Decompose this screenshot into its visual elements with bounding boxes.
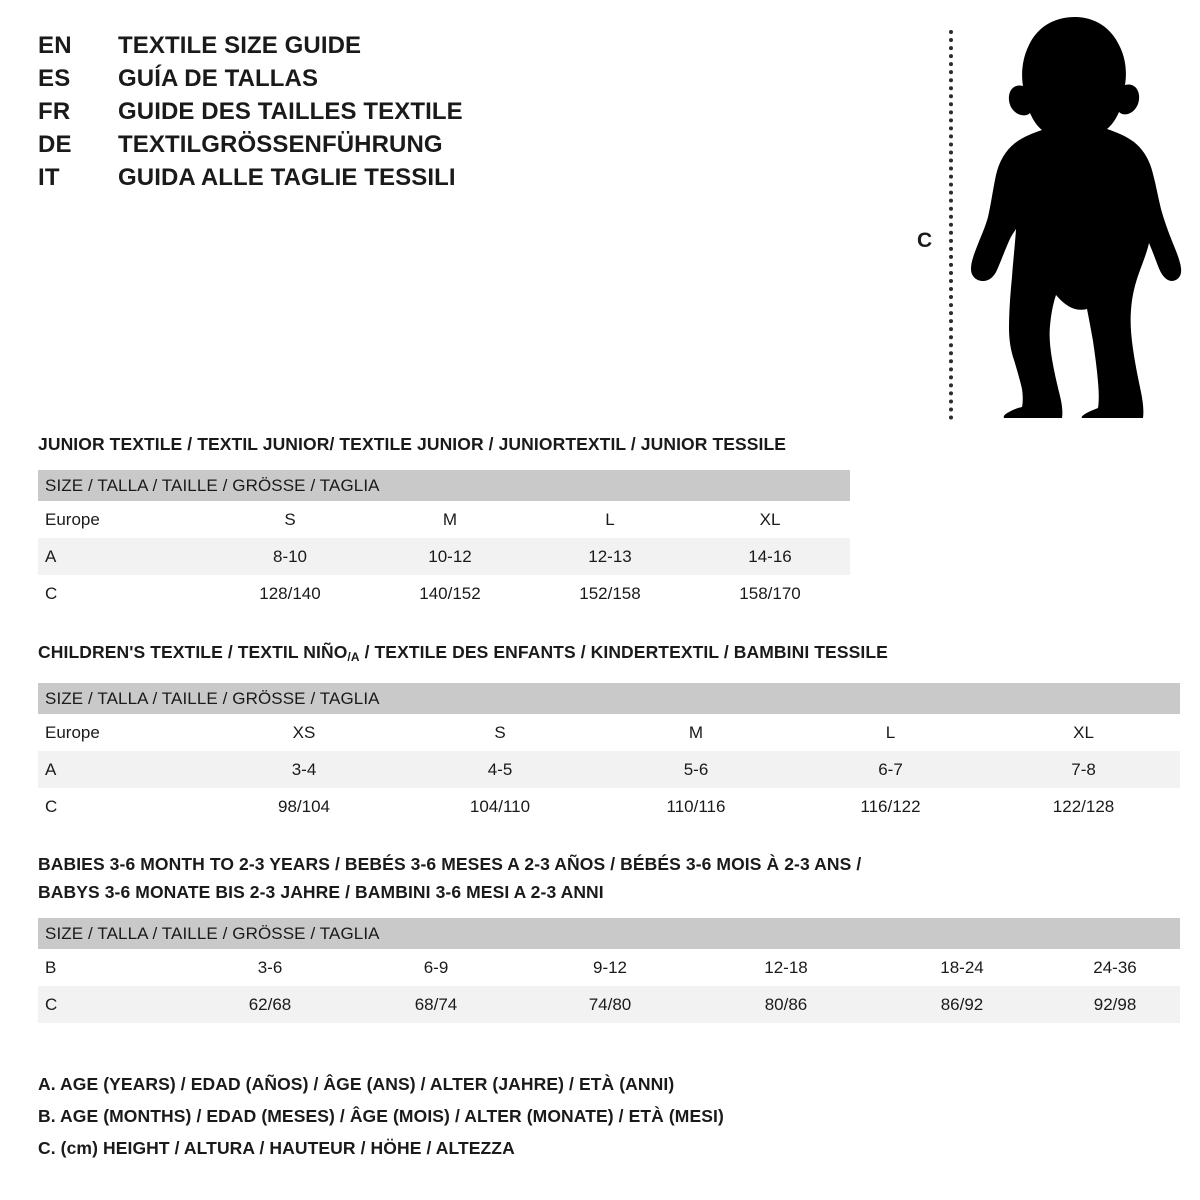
table-cell: 7-8	[987, 751, 1181, 788]
table-cell: 4-5	[402, 751, 598, 788]
table-cell: XS	[206, 714, 402, 751]
table-cell: 12-18	[698, 949, 874, 986]
table-cell: 122/128	[987, 788, 1181, 825]
language-title: TEXTILE SIZE GUIDE	[118, 32, 362, 59]
children-size-table: SIZE / TALLA / TAILLE / GRÖSSE / TAGLIA …	[38, 683, 1181, 825]
table-cell: 6-7	[794, 751, 987, 788]
children-title-pre: CHILDREN'S TEXTILE / TEXTIL NIÑO	[38, 642, 348, 662]
table-cell: 110/116	[598, 788, 794, 825]
table-cell: 24-36	[1050, 949, 1181, 986]
babies-band-label: SIZE / TALLA / TAILLE / GRÖSSE / TAGLIA	[38, 918, 1181, 949]
children-textile-section: CHILDREN'S TEXTILE / TEXTIL NIÑO/A / TEX…	[38, 638, 1181, 825]
table-cell: 158/170	[690, 575, 851, 612]
table-row: C 128/140 140/152 152/158 158/170	[38, 575, 851, 612]
table-cell: L	[794, 714, 987, 751]
row-label: A	[38, 751, 206, 788]
legend-row-c: C. (cm) HEIGHT / ALTURA / HAUTEUR / HÖHE…	[38, 1138, 515, 1158]
table-cell: 80/86	[698, 986, 874, 1023]
language-row-fr: FR GUIDE DES TAILLES TEXTILE	[38, 98, 558, 131]
row-label: Europe	[38, 501, 210, 538]
height-dotted-line	[949, 30, 953, 420]
language-row-it: IT GUIDA ALLE TAGLIE TESSILI	[38, 164, 558, 197]
table-cell: 104/110	[402, 788, 598, 825]
table-band-row: SIZE / TALLA / TAILLE / GRÖSSE / TAGLIA	[38, 470, 851, 501]
table-row: Europe XS S M L XL	[38, 714, 1181, 751]
language-title: GUIDE DES TAILLES TEXTILE	[118, 98, 463, 125]
table-cell: 140/152	[370, 575, 530, 612]
table-row: C 62/68 68/74 74/80 80/86 86/92 92/98	[38, 986, 1181, 1023]
table-cell: 8-10	[210, 538, 370, 575]
babies-section-title-line1: BABIES 3-6 MONTH TO 2-3 YEARS / BEBÉS 3-…	[38, 854, 862, 874]
table-cell: 14-16	[690, 538, 851, 575]
language-code: ES	[38, 65, 71, 92]
language-header: EN TEXTILE SIZE GUIDE ES GUÍA DE TALLAS …	[38, 32, 558, 197]
language-row-de: DE TEXTILGRÖSSENFÜHRUNG	[38, 131, 558, 164]
junior-size-table: SIZE / TALLA / TAILLE / GRÖSSE / TAGLIA …	[38, 470, 851, 612]
row-label: A	[38, 538, 210, 575]
table-cell: 128/140	[210, 575, 370, 612]
language-row-es: ES GUÍA DE TALLAS	[38, 65, 558, 98]
table-cell: 9-12	[522, 949, 698, 986]
height-marker-label: C	[917, 229, 933, 252]
legend-row-b: B. AGE (MONTHS) / EDAD (MESES) / ÂGE (MO…	[38, 1106, 724, 1126]
table-cell: L	[530, 501, 690, 538]
children-section-title: CHILDREN'S TEXTILE / TEXTIL NIÑO/A / TEX…	[38, 638, 1180, 671]
junior-band-label: SIZE / TALLA / TAILLE / GRÖSSE / TAGLIA	[38, 470, 851, 501]
table-cell: 74/80	[522, 986, 698, 1023]
row-label: Europe	[38, 714, 206, 751]
table-cell: M	[598, 714, 794, 751]
table-row: A 8-10 10-12 12-13 14-16	[38, 538, 851, 575]
language-row-en: EN TEXTILE SIZE GUIDE	[38, 32, 558, 65]
table-cell: 152/158	[530, 575, 690, 612]
language-code: EN	[38, 32, 72, 59]
table-row: B 3-6 6-9 9-12 12-18 18-24 24-36	[38, 949, 1181, 986]
table-cell: 5-6	[598, 751, 794, 788]
junior-section-title: JUNIOR TEXTILE / TEXTIL JUNIOR/ TEXTILE …	[38, 434, 787, 454]
children-title-sub: /A	[347, 650, 360, 664]
babies-section-title-line2: BABYS 3-6 MONATE BIS 2-3 JAHRE / BAMBINI…	[38, 882, 604, 902]
language-code: IT	[38, 164, 60, 191]
row-label: C	[38, 575, 210, 612]
table-cell: 12-13	[530, 538, 690, 575]
table-cell: 98/104	[206, 788, 402, 825]
table-cell: 92/98	[1050, 986, 1181, 1023]
table-cell: 10-12	[370, 538, 530, 575]
table-row: C 98/104 104/110 110/116 116/122 122/128	[38, 788, 1181, 825]
table-row: Europe S M L XL	[38, 501, 851, 538]
table-cell: 3-4	[206, 751, 402, 788]
table-cell: XL	[690, 501, 851, 538]
table-row: A 3-4 4-5 5-6 6-7 7-8	[38, 751, 1181, 788]
language-code: DE	[38, 131, 72, 158]
children-band-label: SIZE / TALLA / TAILLE / GRÖSSE / TAGLIA	[38, 683, 1181, 714]
babies-size-table: SIZE / TALLA / TAILLE / GRÖSSE / TAGLIA …	[38, 918, 1181, 1023]
junior-textile-section: JUNIOR TEXTILE / TEXTIL JUNIOR/ TEXTILE …	[38, 430, 851, 612]
table-cell: 116/122	[794, 788, 987, 825]
language-code: FR	[38, 98, 71, 125]
height-measurement-figure: C	[905, 14, 1185, 420]
table-band-row: SIZE / TALLA / TAILLE / GRÖSSE / TAGLIA	[38, 683, 1181, 714]
language-title: GUÍA DE TALLAS	[118, 65, 319, 92]
table-cell: M	[370, 501, 530, 538]
language-title: GUIDA ALLE TAGLIE TESSILI	[118, 164, 456, 191]
table-cell: 18-24	[874, 949, 1050, 986]
table-cell: 62/68	[190, 986, 350, 1023]
babies-textile-section: BABIES 3-6 MONTH TO 2-3 YEARS / BEBÉS 3-…	[38, 850, 1181, 1023]
row-label: B	[38, 949, 190, 986]
language-title: TEXTILGRÖSSENFÜHRUNG	[118, 131, 443, 158]
legend-row-a: A. AGE (YEARS) / EDAD (AÑOS) / ÂGE (ANS)…	[38, 1074, 675, 1094]
child-silhouette-icon	[971, 17, 1182, 418]
row-label: C	[38, 986, 190, 1023]
table-cell: 6-9	[350, 949, 522, 986]
table-cell: 68/74	[350, 986, 522, 1023]
measurement-legend: A. AGE (YEARS) / EDAD (AÑOS) / ÂGE (ANS)…	[38, 1068, 938, 1164]
table-cell: 86/92	[874, 986, 1050, 1023]
table-band-row: SIZE / TALLA / TAILLE / GRÖSSE / TAGLIA	[38, 918, 1181, 949]
children-title-post: / TEXTILE DES ENFANTS / KINDERTEXTIL / B…	[359, 642, 888, 662]
row-label: C	[38, 788, 206, 825]
table-cell: 3-6	[190, 949, 350, 986]
table-cell: S	[210, 501, 370, 538]
table-cell: S	[402, 714, 598, 751]
table-cell: XL	[987, 714, 1181, 751]
